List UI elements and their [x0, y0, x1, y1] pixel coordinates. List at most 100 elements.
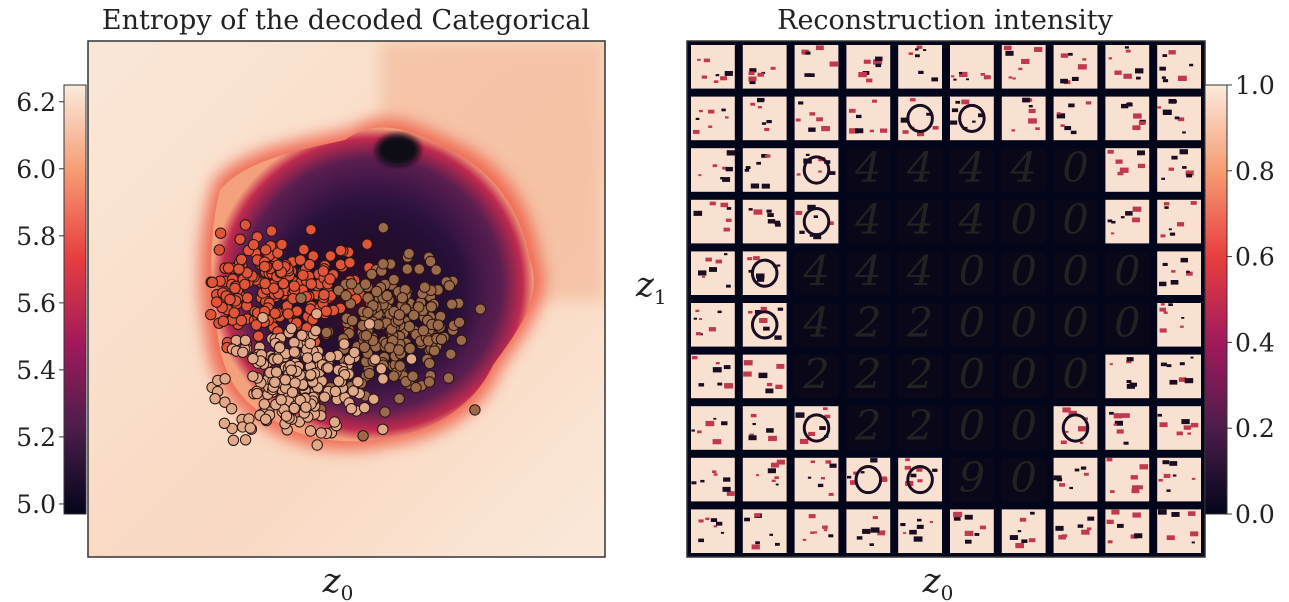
- scatter-point: [318, 289, 330, 301]
- cell-noise: [720, 177, 725, 180]
- cell-noise: [1182, 166, 1187, 169]
- cell-noise: [757, 97, 765, 103]
- reconstruction-cell: [898, 457, 942, 502]
- colorbar-tick-label: 6.0: [16, 155, 56, 184]
- cell-noise: [1162, 109, 1172, 115]
- scatter-point: [228, 307, 240, 319]
- cell-noise: [972, 120, 976, 123]
- cell-noise: [1168, 228, 1172, 231]
- cell-noise: [958, 72, 963, 74]
- reconstruction-cell: [794, 406, 839, 450]
- cell-noise: [725, 166, 733, 172]
- cell-noise: [768, 435, 777, 442]
- reconstruction-colorbar-ticks: 0.0 0.2 0.4 0.6 0.8 1.0: [1227, 71, 1275, 529]
- cell-noise: [821, 126, 830, 132]
- reconstruction-cell: [794, 96, 839, 141]
- cell-noise: [870, 458, 878, 463]
- cell-noise: [961, 99, 970, 105]
- reconstruction-cell: [691, 457, 735, 502]
- cell-noise: [1137, 163, 1145, 169]
- cell-noise: [823, 407, 828, 411]
- cell-noise: [708, 327, 716, 332]
- cell-noise: [723, 365, 731, 370]
- reconstruction-cell: [691, 199, 735, 244]
- scatter-point: [419, 281, 431, 293]
- cell-noise: [802, 538, 807, 541]
- cell-noise: [777, 307, 784, 311]
- scatter-point: [235, 253, 248, 266]
- scatter-point: [446, 298, 458, 310]
- cell-noise: [750, 413, 757, 418]
- cell-noise: [712, 439, 722, 445]
- cell-noise: [1107, 149, 1114, 154]
- cell-noise: [745, 166, 751, 169]
- cell-noise: [698, 519, 704, 523]
- cell-noise: [726, 284, 731, 288]
- cell-noise: [1081, 529, 1090, 535]
- cell-noise: [1177, 117, 1185, 122]
- cell-noise: [848, 108, 856, 113]
- cell-noise: [1181, 419, 1190, 425]
- reconstruction-cell: [742, 148, 787, 192]
- reconstruction-cell: 0: [1053, 247, 1098, 295]
- scatter-point: [344, 257, 356, 269]
- reconstruction-cell: [691, 406, 735, 450]
- reconstruction-cell: [1105, 406, 1150, 450]
- cell-noise: [1168, 167, 1174, 171]
- scatter-point: [320, 326, 333, 339]
- cell-noise: [1056, 112, 1061, 115]
- cell-noise: [799, 230, 805, 234]
- cell-noise: [1169, 461, 1178, 466]
- cell-noise: [822, 525, 828, 529]
- cell-noise: [748, 435, 757, 441]
- cell-digit: 0: [959, 402, 985, 450]
- cell-noise: [708, 109, 715, 114]
- reconstruction-cell: [691, 96, 735, 141]
- cell-noise: [770, 462, 779, 468]
- cell-background: [1053, 45, 1098, 89]
- entropy-colorbar-ticks: 5.0 5.2 5.4 5.6 5.8 6.0 6.2: [16, 88, 64, 519]
- cell-noise: [1138, 121, 1146, 125]
- cell-noise: [1117, 171, 1124, 176]
- reconstruction-cell: [1105, 509, 1150, 553]
- cell-noise: [1132, 125, 1141, 131]
- cell-noise: [1123, 73, 1132, 79]
- cell-noise: [816, 117, 823, 122]
- scatter-point: [334, 258, 347, 271]
- cell-noise: [801, 49, 809, 54]
- scatter-point: [304, 425, 317, 437]
- cell-noise: [693, 317, 697, 320]
- cell-noise: [693, 210, 703, 216]
- cell-stroke: [854, 465, 883, 495]
- cell-noise: [1034, 47, 1043, 52]
- reconstruction-cell: [742, 509, 787, 553]
- cell-noise: [1060, 124, 1065, 127]
- cell-noise: [880, 477, 888, 482]
- cell-noise: [763, 326, 770, 331]
- scatter-point: [305, 224, 317, 236]
- cell-noise: [713, 417, 717, 420]
- reconstruction-cell: 0: [1001, 351, 1046, 399]
- cell-noise: [1060, 78, 1068, 84]
- reconstruction-cell: [742, 303, 787, 347]
- cell-noise: [698, 174, 702, 177]
- cell-noise: [726, 207, 732, 210]
- cell-noise: [1120, 216, 1125, 219]
- cell-noise: [1162, 262, 1168, 266]
- cell-noise: [725, 116, 729, 119]
- reconstruction-cell: [1053, 509, 1098, 553]
- cell-background: [1157, 406, 1201, 450]
- cell-noise: [828, 492, 834, 496]
- cell-noise: [713, 525, 718, 528]
- cell-noise: [1059, 483, 1065, 487]
- reconstruction-cell: [1157, 354, 1201, 399]
- scatter-point: [272, 259, 284, 271]
- scatter-point: [324, 273, 336, 285]
- scatter-point: [288, 402, 300, 415]
- cell-noise: [760, 306, 767, 311]
- cell-noise: [1055, 525, 1064, 531]
- cell-noise: [774, 335, 782, 340]
- cell-noise: [1163, 473, 1171, 478]
- scatter-point: [241, 292, 254, 304]
- cell-noise: [1126, 102, 1133, 107]
